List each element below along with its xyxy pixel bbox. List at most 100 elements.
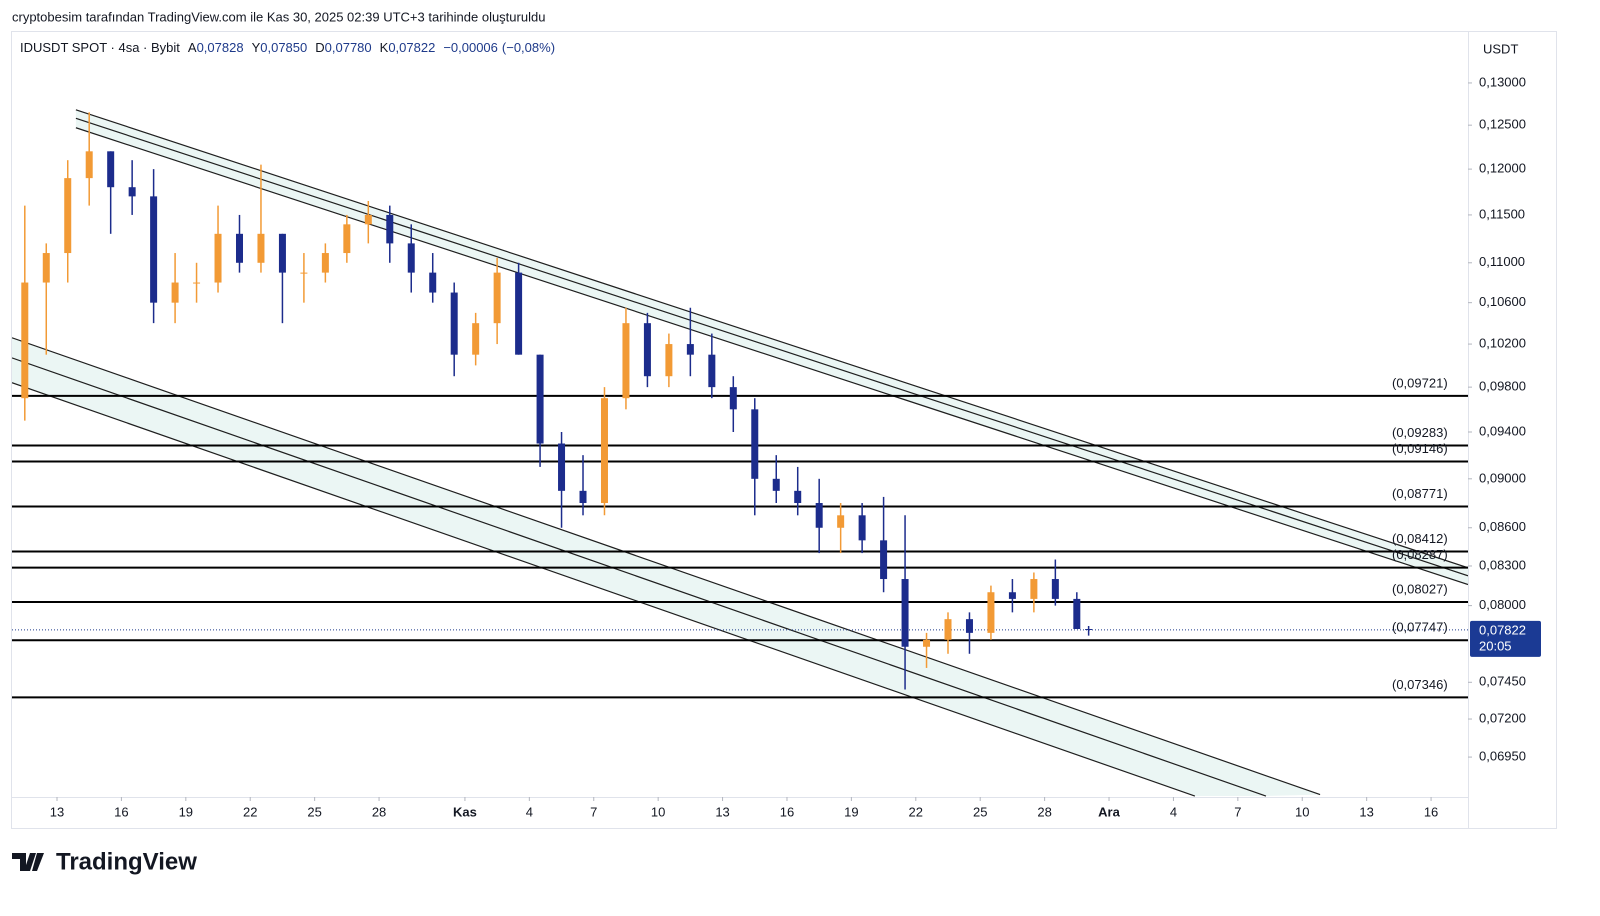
candle-body bbox=[1073, 598, 1081, 630]
y-tick-label: 0,06950 bbox=[1479, 749, 1526, 764]
x-tick-label: 13 bbox=[50, 804, 64, 819]
y-tick-label: 0,11000 bbox=[1479, 254, 1525, 269]
y-tick-label: 0,07450 bbox=[1479, 674, 1526, 689]
candle-body bbox=[901, 579, 909, 647]
channel-line bbox=[75, 109, 1468, 569]
legend-value: 0,07828 bbox=[197, 40, 244, 55]
candle-body bbox=[558, 443, 566, 491]
candle-body bbox=[880, 540, 888, 580]
x-tick-label: 19 bbox=[844, 804, 858, 819]
x-tick-label: Kas bbox=[453, 804, 477, 819]
candle-body bbox=[386, 214, 394, 244]
candle-body bbox=[858, 515, 866, 541]
candle-body bbox=[85, 151, 93, 179]
currency[interactable]: USDT bbox=[1483, 41, 1518, 56]
x-tick-label: 10 bbox=[1295, 804, 1309, 819]
level-label: (0,08771) bbox=[1392, 486, 1448, 501]
y-tick-label: 0,09400 bbox=[1479, 423, 1526, 438]
candle-body bbox=[300, 272, 308, 274]
y-tick-label: 0,08000 bbox=[1479, 597, 1526, 612]
x-tick-label: 25 bbox=[307, 804, 321, 819]
channel-line bbox=[75, 127, 1468, 586]
candle-body bbox=[923, 639, 931, 647]
countdown: 20:05 bbox=[1479, 638, 1512, 653]
x-tick-label: 13 bbox=[1359, 804, 1373, 819]
x-tick-label: 7 bbox=[1234, 804, 1241, 819]
x-tick-label: 13 bbox=[715, 804, 729, 819]
y-tick-label: 0,08300 bbox=[1479, 557, 1526, 572]
candle-body bbox=[407, 243, 415, 273]
level-label: (0,08412) bbox=[1392, 531, 1448, 546]
channel-line bbox=[12, 337, 1321, 796]
candle-body bbox=[815, 503, 823, 528]
candle-body bbox=[429, 272, 437, 293]
candle-body bbox=[965, 619, 973, 633]
x-tick-label: 22 bbox=[243, 804, 257, 819]
candle-body bbox=[686, 344, 694, 355]
candle-body bbox=[150, 196, 158, 303]
y-tick-label: 0,09800 bbox=[1479, 379, 1526, 394]
legend-value: 0,07850 bbox=[260, 40, 307, 55]
legend-change: −0,00006 bbox=[443, 40, 498, 55]
x-tick-label: Ara bbox=[1098, 804, 1120, 819]
x-tick-label: 28 bbox=[372, 804, 386, 819]
candle-body bbox=[772, 478, 780, 491]
candle-body bbox=[515, 272, 523, 355]
x-tick-label: 28 bbox=[1037, 804, 1051, 819]
y-tick-label: 0,10600 bbox=[1479, 294, 1526, 309]
x-tick-label: 4 bbox=[526, 804, 533, 819]
logo: TradingView bbox=[12, 848, 197, 875]
channel-line bbox=[12, 357, 1267, 797]
candle-body bbox=[794, 490, 802, 504]
legend: IDUSDT SPOT · 4sa · Bybit A0,07828 Y0,0785… bbox=[20, 40, 555, 55]
legend-field-name: K bbox=[380, 40, 389, 55]
last-price-label: 0,07822 bbox=[1479, 622, 1526, 637]
x-tick-label: 25 bbox=[973, 804, 987, 819]
candle-body bbox=[214, 233, 222, 283]
candle-body bbox=[751, 409, 759, 479]
candle-body bbox=[579, 490, 587, 504]
legend-change-pct: (−0,08%) bbox=[502, 40, 555, 55]
level-label: (0,09721) bbox=[1392, 375, 1448, 390]
channel-band bbox=[75, 109, 1468, 576]
candle-body bbox=[21, 282, 29, 399]
currency-box[interactable] bbox=[1474, 37, 1534, 63]
candle-body bbox=[321, 253, 329, 273]
candle-body bbox=[171, 282, 179, 303]
candle-body bbox=[1051, 579, 1059, 599]
legend-value: 0,07822 bbox=[388, 40, 435, 55]
candle-body bbox=[729, 387, 737, 410]
x-tick-label: 16 bbox=[1424, 804, 1438, 819]
y-tick-label: 0,12000 bbox=[1479, 161, 1526, 176]
candle-body bbox=[493, 272, 501, 324]
x-tick-label: 7 bbox=[590, 804, 597, 819]
candle-body bbox=[536, 354, 544, 444]
x-tick-label: 10 bbox=[651, 804, 665, 819]
candle-body bbox=[837, 515, 845, 528]
x-tick-label: 4 bbox=[1170, 804, 1177, 819]
candle-body bbox=[1085, 629, 1093, 631]
candle-body bbox=[708, 354, 716, 388]
legend-field-name: D bbox=[315, 40, 324, 55]
candle-body bbox=[600, 398, 608, 504]
logo-icon bbox=[12, 853, 44, 871]
candle-body bbox=[622, 323, 630, 399]
level-label: (0,09146) bbox=[1392, 441, 1448, 456]
candle-body bbox=[643, 323, 651, 377]
last-price-tag bbox=[1470, 620, 1541, 657]
level-label: (0,08287) bbox=[1392, 547, 1448, 562]
y-tick-label: 0,11500 bbox=[1479, 206, 1525, 221]
legend-symbol: IDUSDT SPOT · 4sa · Bybit bbox=[20, 40, 180, 55]
y-tick-label: 0,10200 bbox=[1479, 336, 1526, 351]
plot-area bbox=[12, 109, 1468, 797]
candle-body bbox=[472, 323, 480, 355]
x-tick-label: 16 bbox=[780, 804, 794, 819]
y-tick-label: 0,09000 bbox=[1479, 470, 1526, 485]
x-tick-label: 22 bbox=[909, 804, 923, 819]
candle-body bbox=[128, 187, 136, 197]
candle-body bbox=[343, 224, 351, 254]
legend-field-name: Y bbox=[252, 40, 261, 55]
candle-body bbox=[450, 292, 458, 355]
